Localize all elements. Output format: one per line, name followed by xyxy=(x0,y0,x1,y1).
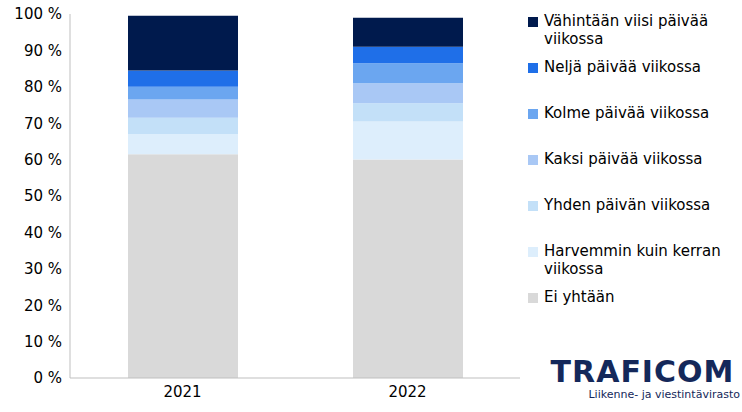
svg-text:20 %: 20 % xyxy=(24,297,62,315)
svg-text:40 %: 40 % xyxy=(24,224,62,242)
html-text:Liikenne- ja viestintävirasto: Liikenne- ja viestintävirasto xyxy=(588,388,740,401)
svg-text:10 %: 10 % xyxy=(24,333,62,351)
svg-text:90 %: 90 % xyxy=(24,42,62,60)
html-text:Yhden päivän viikossa: Yhden päivän viikossa xyxy=(544,196,711,214)
html-text:Vähintään viisi päivää viikoss: Vähintään viisi päivää viikossa xyxy=(544,12,709,48)
html-text:Harvemmin kuin kerran viikossa: Harvemmin kuin kerran viikossa xyxy=(544,242,721,278)
html-text:Kaksi päivää viikossa: Kaksi päivää viikossa xyxy=(544,150,703,168)
svg-text:2022: 2022 xyxy=(388,383,426,401)
svg-text:2021: 2021 xyxy=(163,383,201,401)
html-text:Kolme päivää viikossa: Kolme päivää viikossa xyxy=(544,104,710,122)
svg-text:30 %: 30 % xyxy=(24,260,62,278)
svg-text:50 %: 50 % xyxy=(24,187,62,205)
svg-text:0 %: 0 % xyxy=(33,369,62,387)
html-text:Neljä päivää viikossa: Neljä päivää viikossa xyxy=(544,58,701,76)
html-text:Ei yhtään: Ei yhtään xyxy=(544,288,615,306)
svg-text:100 %: 100 % xyxy=(14,5,62,23)
svg-text:80 %: 80 % xyxy=(24,78,62,96)
svg-text:60 %: 60 % xyxy=(24,151,62,169)
html-text:TRAFICOM: TRAFICOM xyxy=(550,354,735,389)
svg-text:70 %: 70 % xyxy=(24,115,62,133)
